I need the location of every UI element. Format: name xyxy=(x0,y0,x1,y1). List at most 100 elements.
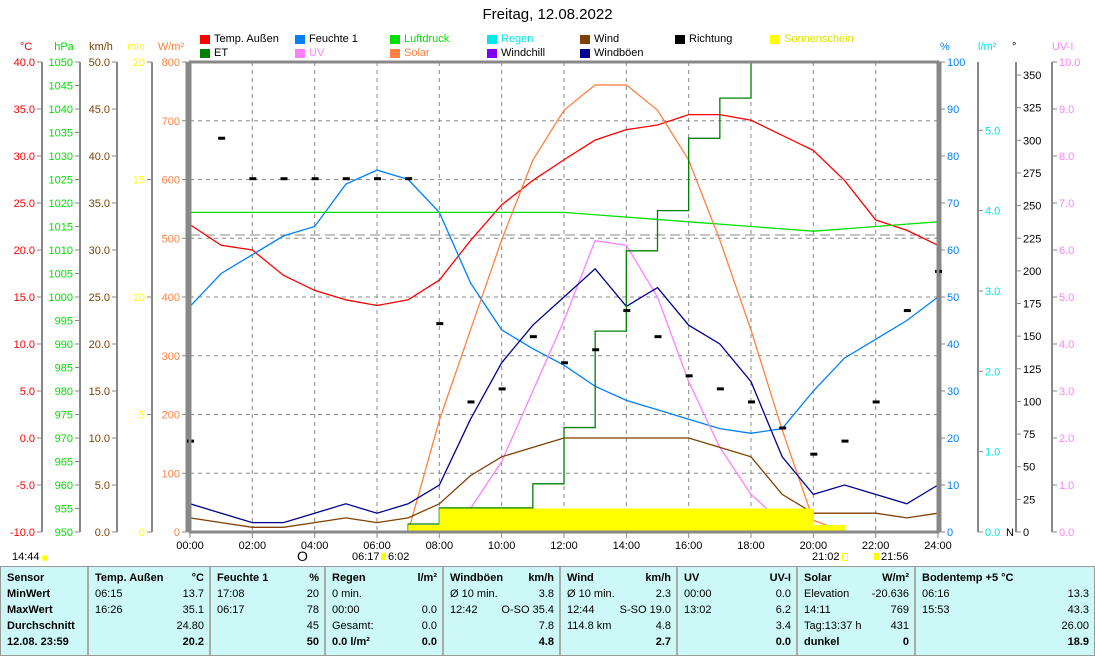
legend-item: Feuchte 1 xyxy=(295,33,358,45)
stats-label: 13:02 xyxy=(684,604,712,616)
sunshine-bar xyxy=(532,508,565,532)
legend-label: Solar xyxy=(404,47,430,59)
stats-row: 26.00 xyxy=(922,620,1089,636)
legend-swatch xyxy=(770,34,780,44)
axis-tick-label: 980 xyxy=(55,386,73,398)
stats-label: Gesamt: xyxy=(332,620,374,632)
axis-tick-label: 45.0 xyxy=(89,104,110,116)
legend-swatch xyxy=(487,34,497,44)
legend-swatch xyxy=(295,48,305,58)
stats-row: Ø 10 min. 2.3 xyxy=(567,588,671,604)
stats-row: Ø 10 min. 3.8 xyxy=(450,588,554,604)
stats-column: UV UV-I 00:00 0.0 13:02 6.2 3.4 0.0 xyxy=(678,567,798,655)
axis-tick-label: 225 xyxy=(1023,233,1041,245)
stats-row: 50 xyxy=(217,636,319,652)
stats-column: Sensor MinWert MaxWert Durchschnitt 12.08. 2… xyxy=(1,567,89,655)
stats-row: 0.0 l/m² 0.0 xyxy=(332,636,437,652)
stats-label: Wind xyxy=(567,572,594,584)
sunshine-bar xyxy=(626,508,658,532)
axis-tick-label: 600 xyxy=(162,175,180,187)
axis-tick-label: 7.0 xyxy=(1059,198,1074,210)
stats-label: Temp. Außen xyxy=(95,572,164,584)
column-header: Regen l/m² xyxy=(332,572,437,588)
axis-tick-label: -10.0 xyxy=(10,527,35,539)
axis-tick-label: 40.0 xyxy=(89,151,110,163)
stats-row: 00:00 0.0 xyxy=(684,588,791,604)
series-temp-außen xyxy=(189,113,939,307)
legend-label: Feuchte 1 xyxy=(309,33,358,45)
x-tick-label: 12:00 xyxy=(550,540,578,552)
axis-unit-label: km/h xyxy=(89,41,113,53)
series-line xyxy=(190,211,939,232)
axis-tick-label: 800 xyxy=(162,57,180,69)
stats-column: Windböen km/h Ø 10 min. 3.8 12:42 O-SO 35.4 7.… xyxy=(444,567,561,655)
stats-value: l/m² xyxy=(417,572,437,584)
axis-tick-label: 1025 xyxy=(49,175,73,187)
stats-row: 114.8 km 4.8 xyxy=(567,620,671,636)
legend-swatch xyxy=(390,48,400,58)
legend-item: Windchill xyxy=(487,47,545,59)
stats-row: Tag:13:37 h 431 xyxy=(804,620,909,636)
stats-row: 15:53 43.3 xyxy=(922,604,1089,620)
stats-label: dunkel xyxy=(804,636,840,648)
sunshine-bar xyxy=(719,508,752,532)
direction-point xyxy=(374,177,381,181)
x-tick-label: 16:00 xyxy=(675,540,703,552)
axis-tick-label: 10 xyxy=(947,480,959,492)
axis-tick-label: 30 xyxy=(947,386,959,398)
axis-tick-label: 3.0 xyxy=(1059,386,1074,398)
x-tick-label: 20:00 xyxy=(800,540,828,552)
stats-label: 06:17 xyxy=(217,604,245,616)
stats-label: Feuchte 1 xyxy=(217,572,269,584)
direction-point xyxy=(779,426,787,430)
stats-row: 06:17 78 xyxy=(217,604,319,620)
axis-tick-label: 175 xyxy=(1023,299,1041,311)
stats-row: 13:02 6.2 xyxy=(684,604,791,620)
stats-value: 18.9 xyxy=(1067,636,1089,648)
stats-value: 4.8 xyxy=(538,636,554,648)
axis-tick-label: 6.0 xyxy=(1059,245,1074,257)
axis-unit-label: min xyxy=(127,41,145,53)
stats-value: 2.7 xyxy=(655,636,671,648)
sunshine-bar xyxy=(564,508,596,532)
sunrise-time: 06:17 xyxy=(352,551,380,563)
stats-label: 16:26 xyxy=(95,604,123,616)
direction-point xyxy=(810,452,818,456)
axis-tick-label: 965 xyxy=(55,457,73,469)
axis-unit-label: °C xyxy=(20,41,32,53)
direction-point xyxy=(561,361,568,365)
axis-tick-label: 70 xyxy=(947,198,959,210)
stats-row: 06:16 13.3 xyxy=(922,588,1089,604)
stats-value: 0.0 xyxy=(421,604,437,616)
axis-tick-label: 500 xyxy=(162,233,180,245)
sunshine-bar xyxy=(501,508,534,532)
stats-row: 16:26 35.1 xyxy=(95,604,204,620)
column-header: Solar W/m² xyxy=(804,572,909,588)
stats-value: -20.636 xyxy=(871,588,909,600)
stats-row: 20.2 xyxy=(95,636,204,652)
stats-label: Durchschnitt xyxy=(7,620,75,632)
plot-border xyxy=(188,60,940,534)
stats-value: 13.7 xyxy=(182,588,204,600)
series-feuchte-1 xyxy=(189,169,939,434)
column-header: Sensor xyxy=(7,572,82,588)
series-sonnenschein xyxy=(408,508,845,532)
legend-item: Windböen xyxy=(580,47,644,59)
direction-point xyxy=(716,387,724,391)
legend-swatch xyxy=(200,34,210,44)
stats-label: 14:11 xyxy=(804,604,831,616)
axis-tick-label: 25.0 xyxy=(89,292,110,304)
legend-swatch xyxy=(295,34,305,44)
stats-value: S-SO 19.0 xyxy=(619,604,671,616)
axis-tick-label: 1035 xyxy=(49,128,73,140)
axis-tick-label: 5.0 xyxy=(95,480,110,492)
stats-row: Elevation -20.636 xyxy=(804,588,909,604)
stats-value: 3.8 xyxy=(538,588,554,600)
x-tick-label: 06:00 xyxy=(363,540,391,552)
direction-point xyxy=(498,387,506,391)
axis-tick-label: 50 xyxy=(1023,462,1035,474)
axis-tick-label: 125 xyxy=(1023,364,1041,376)
column-header: Temp. Außen °C xyxy=(95,572,204,588)
stats-label: MaxWert xyxy=(7,604,53,616)
stats-value: W/m² xyxy=(882,572,909,584)
